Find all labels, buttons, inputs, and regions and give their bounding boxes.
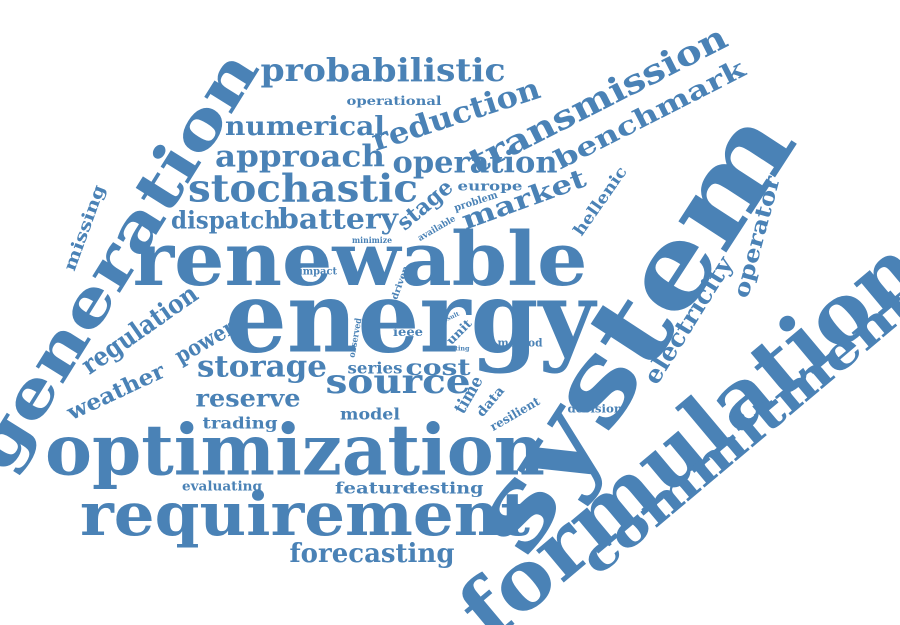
word-source: source bbox=[326, 362, 471, 402]
word-cost: cost bbox=[406, 355, 472, 381]
word-dispatch: dispatch bbox=[171, 206, 281, 235]
word-reserve: reserve bbox=[196, 384, 301, 413]
word-operational: operational bbox=[347, 94, 443, 108]
word-operation: operation bbox=[393, 146, 558, 181]
word-renewable: renewable bbox=[133, 217, 588, 303]
word-optimization: optimization bbox=[45, 409, 545, 492]
word-forecasting: forecasting bbox=[290, 539, 455, 569]
word-feature: feature bbox=[335, 479, 415, 498]
word-trading: trading bbox=[203, 414, 278, 433]
word-approach: approach bbox=[215, 140, 385, 175]
word-minimize: minimize bbox=[352, 235, 392, 245]
word-requirement: requirement bbox=[80, 480, 530, 550]
word-evaluating: evaluating bbox=[182, 480, 262, 495]
word-probabilistic: probabilistic bbox=[261, 51, 506, 89]
word-europe: europe bbox=[458, 180, 523, 195]
word-energy: energy bbox=[225, 261, 598, 376]
word-storage: storage bbox=[197, 350, 327, 385]
word-stochastic: stochastic bbox=[188, 166, 418, 211]
word-testing: testing bbox=[409, 479, 484, 498]
word-numerical: numerical bbox=[225, 112, 385, 142]
word-series: series bbox=[348, 359, 403, 378]
word-impact: impact bbox=[299, 267, 337, 278]
word-decision: decision bbox=[568, 403, 623, 416]
word-battery: battery bbox=[278, 203, 399, 236]
word-setting: setting bbox=[445, 346, 471, 353]
word-ieee: ieee bbox=[393, 325, 423, 339]
word-method: method bbox=[498, 337, 543, 350]
word-model: model bbox=[340, 405, 400, 424]
